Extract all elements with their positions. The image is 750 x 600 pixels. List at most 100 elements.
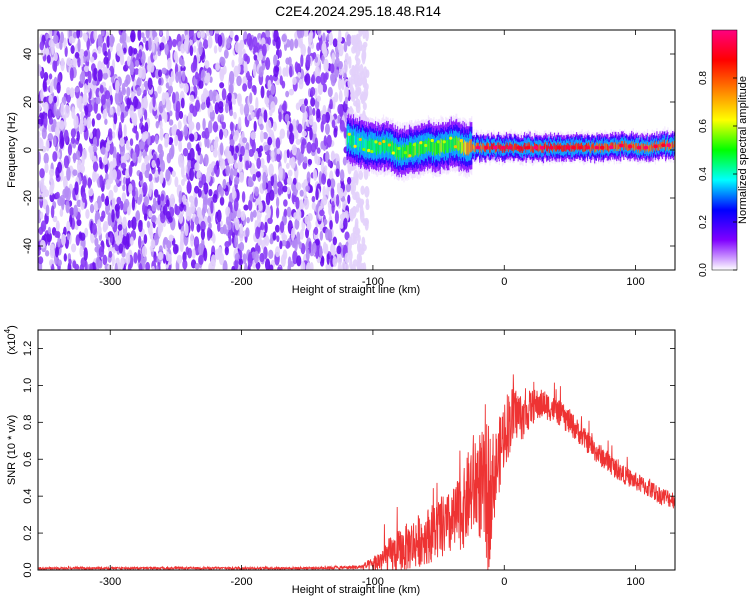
spectrogram-noise-speck: [279, 75, 283, 86]
spectrogram-ridge-core: [613, 142, 615, 150]
spectrogram-noise-speck: [316, 147, 321, 154]
spectrogram-ridge-core: [514, 142, 516, 150]
spectrogram-ridge-core: [385, 139, 387, 153]
spectrogram-noise-speck: [166, 199, 170, 208]
spectrogram-ridge-core: [461, 139, 463, 153]
spectrogram-noise-speck: [118, 48, 124, 58]
spectrogram-noise-speck: [200, 189, 205, 199]
spectrogram-noise-speck: [270, 173, 275, 187]
spectrogram-noise-speck: [196, 170, 202, 179]
spectrogram-ridge-core: [482, 143, 484, 150]
spectrogram-noise-speck: [243, 204, 249, 211]
spectrogram-noise-speck: [81, 191, 87, 203]
spectrogram-noise-speck: [193, 236, 200, 249]
spectrogram-ridge-core: [383, 141, 385, 155]
spectrogram-ridge-core: [648, 146, 650, 153]
spectrogram-noise-speck: [100, 30, 105, 37]
spectrogram-ridge-core: [373, 140, 375, 154]
spectrogram-noise-speck: [83, 50, 88, 57]
spectrogram-noise-speck: [276, 148, 281, 155]
spectrogram-noise-speck: [312, 121, 318, 135]
spectrogram-noise-speck: [286, 176, 293, 186]
spectrogram-peak: [666, 143, 671, 147]
spectrogram-noise-speck: [117, 224, 123, 231]
spectrogram-noise-speck: [250, 211, 254, 223]
spectrogram-noise-speck: [79, 164, 85, 174]
spectrogram-ridge-core: [657, 143, 660, 151]
spectrogram-ridge-core: [460, 140, 462, 154]
spectrogram-noise-speck: [352, 42, 357, 49]
spectrogram-noise-speck: [53, 103, 57, 117]
spectrogram-ridge-core: [447, 139, 449, 153]
spectrogram-noise-speck: [54, 246, 59, 258]
spectrogram-noise-speck: [229, 109, 234, 117]
spectrogram-peak: [653, 144, 658, 149]
spectrogram-noise-speck: [296, 30, 303, 39]
spectrogram-ridge-core: [642, 143, 644, 151]
spectrogram-ridge-core: [439, 143, 441, 157]
spectrogram-noise-speck: [252, 209, 257, 218]
spectrogram-peak: [475, 145, 481, 150]
spectrogram-ridge-core: [455, 136, 457, 149]
spectrogram-noise-speck: [111, 209, 115, 223]
spectrogram-noise-speck: [297, 71, 302, 78]
spectrogram-noise-speck: [104, 50, 108, 57]
spectrogram-noise-speck: [253, 250, 259, 264]
spectrogram-noise-speck: [305, 227, 310, 239]
spectrogram-noise-speck: [98, 246, 105, 258]
spectrogram-noise-speck: [290, 227, 295, 241]
spectrogram-noise-speck: [48, 117, 54, 125]
spectrogram-noise-speck: [316, 42, 321, 52]
spectrogram-noise-speck: [204, 60, 210, 69]
spectrogram-noise-speck: [240, 210, 246, 222]
spectrogram-ridge-core: [590, 144, 593, 152]
spectrogram-noise-speck: [362, 91, 368, 101]
spectrogram-noise-speck: [148, 210, 153, 218]
spectrogram-noise-speck: [337, 37, 341, 51]
spectrogram-noise-speck: [245, 159, 250, 171]
spectrogram-noise-speck: [276, 153, 281, 163]
spectrogram-noise-speck: [261, 62, 266, 71]
spectrogram-noise-speck: [232, 185, 236, 197]
spectrogram-noise-speck: [113, 184, 118, 193]
spectrogram-ridge-core: [460, 140, 463, 154]
spectrogram-noise-speck: [334, 69, 339, 78]
spectrogram-noise-speck: [291, 144, 297, 156]
spectrogram-noise-speck: [321, 173, 327, 185]
spectrogram-noise-speck: [136, 86, 142, 97]
spectrogram-noise-speck: [269, 264, 274, 270]
spectrogram-noise-speck: [65, 87, 71, 96]
spectrogram-noise-speck: [72, 169, 78, 176]
spectrogram-ridge-core: [510, 142, 512, 149]
y-tick-label: 1.2: [22, 341, 34, 356]
y-tick-label: 40: [22, 48, 34, 60]
spectrogram-noise-speck: [319, 230, 324, 241]
spectrogram-noise-speck: [38, 151, 41, 165]
spectrogram-ridge-core: [418, 143, 420, 157]
spectrogram-noise-speck: [63, 37, 67, 49]
spectrogram-noise-speck: [203, 182, 209, 195]
spectrogram-noise-speck: [174, 91, 180, 102]
spectrogram-noise-speck: [316, 30, 322, 35]
spectrogram-noise-speck: [55, 191, 60, 199]
spectrogram-noise-speck: [269, 189, 275, 201]
spectrogram-noise-speck: [239, 103, 244, 116]
spectrogram-noise-speck: [99, 215, 104, 222]
spectrogram-noise-speck: [120, 162, 127, 169]
spectrogram-noise-speck: [332, 38, 338, 48]
spectrogram-noise-speck: [352, 206, 357, 214]
x-tick-label: 0: [501, 576, 507, 588]
spectrogram-noise-speck: [49, 247, 55, 259]
spectrogram-ridge-core: [435, 141, 437, 155]
spectrogram-noise-speck: [116, 196, 122, 205]
spectrogram-noise-speck: [249, 193, 253, 202]
spectrogram-ridge-core: [639, 146, 641, 154]
spectrogram-noise-speck: [258, 200, 263, 212]
spectrogram-ridge-core: [611, 142, 613, 149]
spectrogram-ridge-core: [505, 144, 507, 152]
spectrogram-noise-speck: [330, 178, 336, 189]
spectrogram-noise-speck: [321, 113, 327, 125]
spectrogram-noise-speck: [94, 201, 98, 210]
spectrogram-noise-speck: [194, 215, 199, 226]
spectrogram-noise-speck: [120, 153, 127, 167]
